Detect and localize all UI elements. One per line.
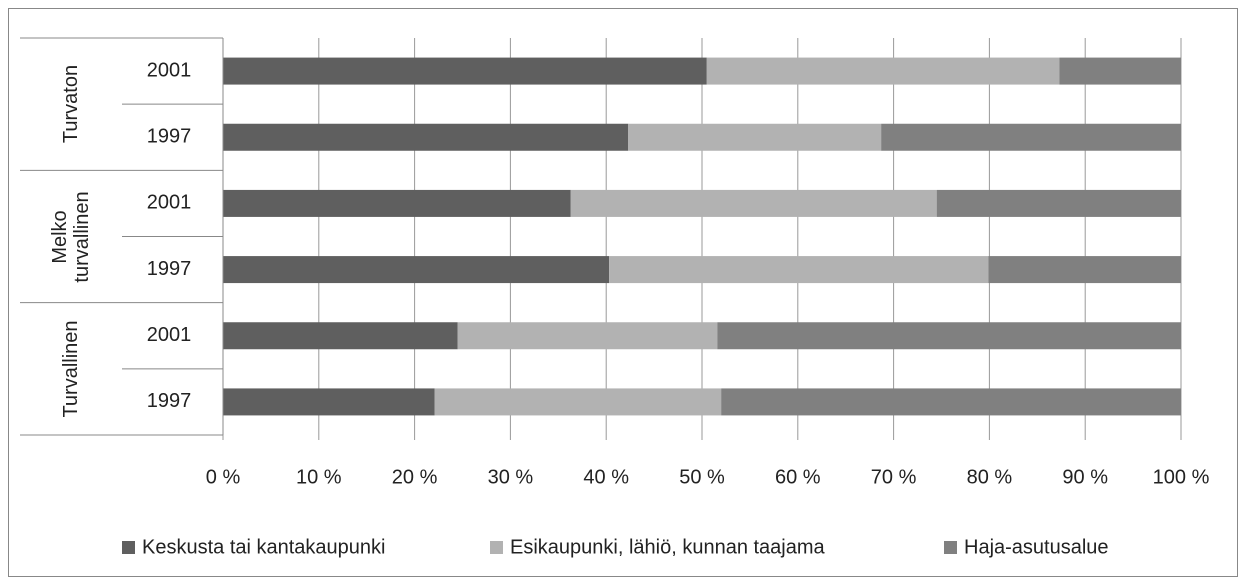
legend-label: Esikaupunki, lähiö, kunnan taajama bbox=[510, 536, 826, 558]
bar-segment bbox=[223, 189, 571, 217]
group-label: Turvallinen bbox=[59, 320, 82, 418]
bar-segment bbox=[223, 57, 707, 85]
y-tick-label: 2001 bbox=[147, 59, 192, 81]
bar-segment bbox=[570, 189, 937, 217]
legend-swatch bbox=[122, 541, 135, 554]
bar-segment bbox=[223, 388, 435, 416]
y-tick-label: 1997 bbox=[147, 258, 192, 280]
x-tick-label: 0 % bbox=[206, 466, 241, 488]
x-tick-label: 60 % bbox=[775, 466, 821, 488]
bar-segment bbox=[223, 256, 610, 284]
y-tick-label: 1997 bbox=[147, 126, 192, 148]
bar-segment bbox=[717, 322, 1181, 350]
bar-segment bbox=[223, 322, 458, 350]
bar-segment bbox=[721, 388, 1181, 416]
x-tick-label: 70 % bbox=[871, 466, 917, 488]
x-tick-label: 80 % bbox=[967, 466, 1013, 488]
bar-segment bbox=[881, 123, 1181, 151]
legend-label: Haja-asutusalue bbox=[964, 536, 1109, 558]
bar-segment bbox=[609, 256, 989, 284]
x-tick-label: 100 % bbox=[1153, 466, 1210, 488]
legend-label: Keskusta tai kantakaupunki bbox=[142, 536, 386, 558]
bar-segment bbox=[1059, 57, 1181, 85]
x-tick-label: 10 % bbox=[296, 466, 342, 488]
y-tick-label: 2001 bbox=[147, 192, 192, 214]
bar-segment bbox=[434, 388, 722, 416]
legend-swatch bbox=[490, 541, 503, 554]
bar-segment bbox=[223, 123, 629, 151]
x-tick-label: 50 % bbox=[679, 466, 725, 488]
bar-segment bbox=[988, 256, 1181, 284]
x-tick-label: 90 % bbox=[1062, 466, 1108, 488]
bar-segment bbox=[936, 189, 1181, 217]
y-tick-label: 1997 bbox=[147, 390, 192, 412]
y-tick-label: 2001 bbox=[147, 324, 192, 346]
bar-segment bbox=[628, 123, 882, 151]
legend-swatch bbox=[944, 541, 957, 554]
bar-segment bbox=[457, 322, 718, 350]
group-label: Melko turvallinen bbox=[48, 190, 93, 283]
x-tick-label: 30 % bbox=[488, 466, 534, 488]
x-tick-label: 20 % bbox=[392, 466, 438, 488]
group-label: Turvaton bbox=[59, 65, 82, 144]
bar-segment bbox=[706, 57, 1060, 85]
chart-border bbox=[8, 8, 1238, 577]
x-tick-label: 40 % bbox=[583, 466, 629, 488]
